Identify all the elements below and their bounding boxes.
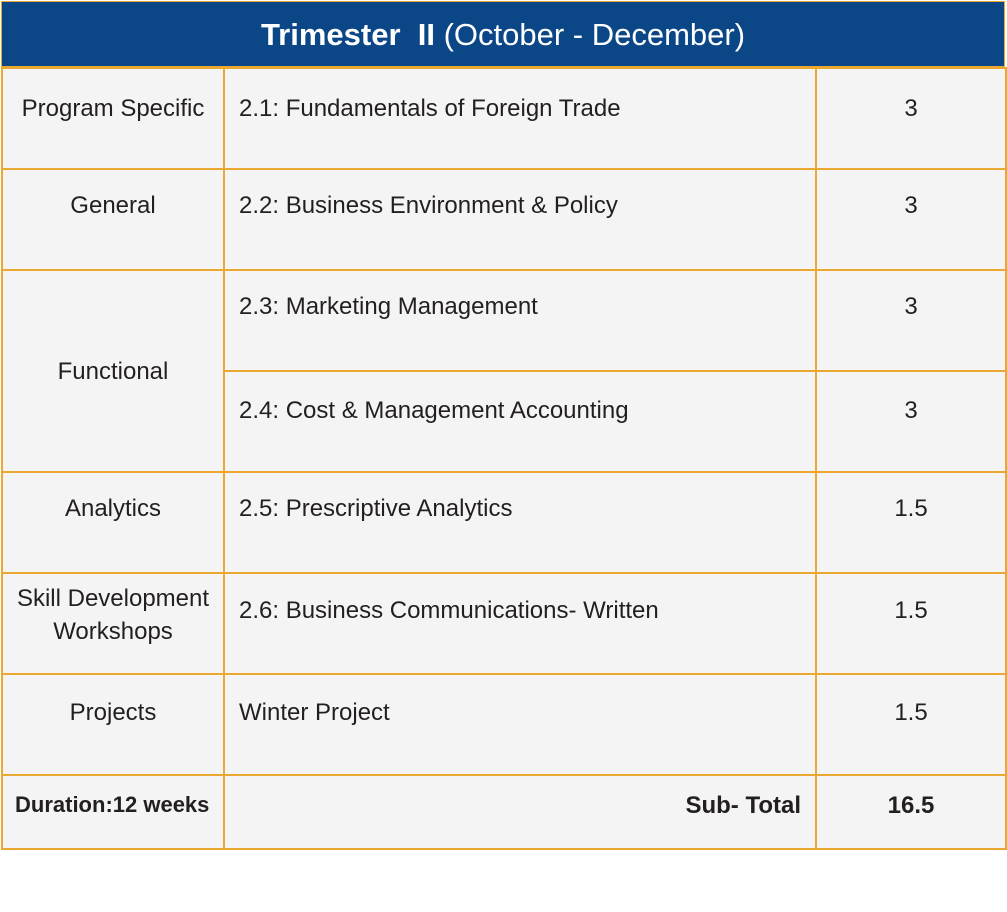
credits-cell: 3 (815, 67, 1007, 170)
course-cell: 2.6: Business Communications- Written (223, 572, 817, 675)
trimester-period: (October - December) (443, 17, 746, 52)
table-row: Analytics 2.5: Prescriptive Analytics 1.… (1, 471, 1007, 574)
credits-cell: 1.5 (815, 673, 1007, 776)
category-line: Skill Development (16, 585, 210, 612)
course-cell: 2.4: Cost & Management Accounting (223, 370, 817, 473)
course-cell: 2.1: Fundamentals of Foreign Trade (223, 67, 817, 170)
subtotal-value: 16.5 (815, 774, 1007, 850)
duration-cell: Duration:12 weeks (1, 774, 225, 850)
table-row: Skill Development Workshops 2.6: Busines… (1, 572, 1007, 675)
table-row: Projects Winter Project 1.5 (1, 673, 1007, 776)
credits-cell: 3 (815, 269, 1007, 372)
credits-cell: 3 (815, 168, 1007, 271)
subtotal-label: Sub- Total (223, 774, 817, 850)
course-cell: Winter Project (223, 673, 817, 776)
subtotal-row: Duration:12 weeks Sub- Total 16.5 (1, 774, 1007, 850)
trimester-header: Trimester II (October - December) (1, 1, 1005, 67)
course-cell: 2.3: Marketing Management (223, 269, 817, 372)
category-cell: General (1, 168, 225, 271)
category-cell: Skill Development Workshops (1, 572, 225, 675)
category-cell: Projects (1, 673, 225, 776)
credits-cell: 3 (815, 370, 1007, 473)
table-row: Program Specific 2.1: Fundamentals of Fo… (1, 67, 1007, 170)
table-row: 2.4: Cost & Management Accounting 3 (2, 370, 1007, 473)
credits-cell: 1.5 (815, 471, 1007, 574)
category-line: Workshops (53, 618, 173, 645)
category-cell: Program Specific (1, 67, 225, 170)
course-table: Program Specific 2.1: Fundamentals of Fo… (1, 67, 1007, 850)
curriculum-table-frame: Trimester II (October - December) Progra… (1, 1, 1007, 850)
course-cell: 2.2: Business Environment & Policy (223, 168, 817, 271)
course-cell: 2.5: Prescriptive Analytics (223, 471, 817, 574)
table-row: Functional 2.3: Marketing Management 3 (1, 269, 1007, 473)
category-cell: Analytics (1, 471, 225, 574)
credits-cell: 1.5 (815, 572, 1007, 675)
category-cell: Functional (1, 269, 225, 473)
table-row: General 2.2: Business Environment & Poli… (1, 168, 1007, 271)
trimester-title: Trimester II (260, 17, 435, 52)
